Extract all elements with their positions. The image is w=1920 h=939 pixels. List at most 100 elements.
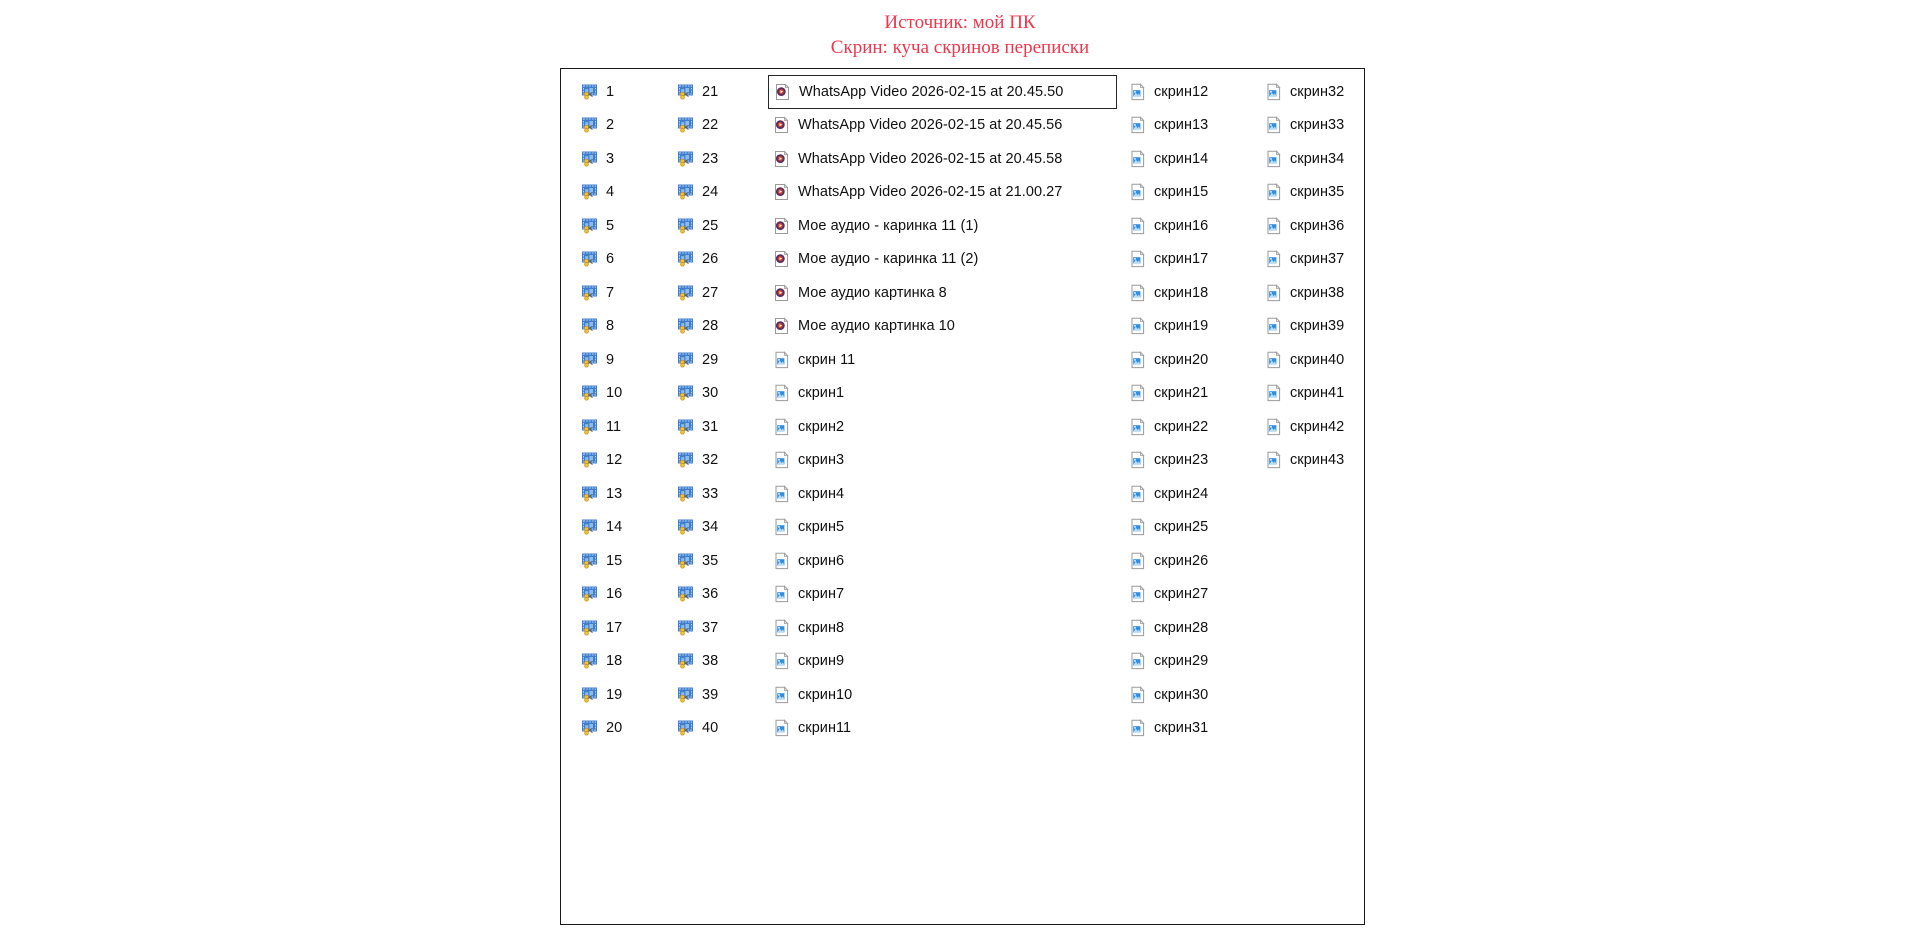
file-item[interactable]: скрин11 — [771, 712, 1117, 746]
file-item-label: скрин9 — [798, 653, 845, 670]
file-item[interactable]: 12 — [579, 444, 675, 478]
file-item[interactable]: 6 — [579, 243, 675, 277]
file-item[interactable]: скрин24 — [1127, 477, 1263, 511]
file-item[interactable]: скрин30 — [1127, 678, 1263, 712]
file-item[interactable]: скрин31 — [1127, 712, 1263, 746]
file-item[interactable]: 13 — [579, 477, 675, 511]
file-item-label: 9 — [606, 351, 615, 368]
file-item[interactable]: 2 — [579, 109, 675, 143]
file-item[interactable]: 31 — [675, 410, 771, 444]
file-item[interactable]: 4 — [579, 176, 675, 210]
file-item[interactable]: скрин9 — [771, 645, 1117, 679]
file-item[interactable]: 20 — [579, 712, 675, 746]
file-item[interactable]: 25 — [675, 209, 771, 243]
file-item[interactable]: скрин 11 — [771, 343, 1117, 377]
file-item[interactable]: скрин5 — [771, 511, 1117, 545]
file-item[interactable]: скрин32 — [1263, 75, 1399, 109]
file-item[interactable]: 1 — [579, 75, 675, 109]
file-item[interactable]: скрин10 — [771, 678, 1117, 712]
file-item-label: 37 — [702, 619, 719, 636]
file-item[interactable]: 36 — [675, 578, 771, 612]
file-item[interactable]: 28 — [675, 310, 771, 344]
file-item[interactable]: 18 — [579, 645, 675, 679]
file-item[interactable]: скрин28 — [1127, 611, 1263, 645]
file-item[interactable]: 7 — [579, 276, 675, 310]
file-item[interactable]: 34 — [675, 511, 771, 545]
file-item[interactable]: скрин13 — [1127, 109, 1263, 143]
file-item[interactable]: скрин4 — [771, 477, 1117, 511]
file-item[interactable]: скрин27 — [1127, 578, 1263, 612]
file-item[interactable]: 8 — [579, 310, 675, 344]
file-item[interactable]: 32 — [675, 444, 771, 478]
file-item[interactable]: скрин38 — [1263, 276, 1399, 310]
file-item[interactable]: скрин26 — [1127, 544, 1263, 578]
file-item[interactable]: скрин21 — [1127, 377, 1263, 411]
file-item[interactable]: 30 — [675, 377, 771, 411]
file-item[interactable]: 19 — [579, 678, 675, 712]
file-item[interactable]: 23 — [675, 142, 771, 176]
file-item[interactable]: скрин18 — [1127, 276, 1263, 310]
file-item[interactable]: 9 — [579, 343, 675, 377]
file-item[interactable]: 38 — [675, 645, 771, 679]
file-item[interactable]: скрин12 — [1127, 75, 1263, 109]
file-item[interactable]: 14 — [579, 511, 675, 545]
file-item[interactable]: Мое аудио картинка 8 — [771, 276, 1117, 310]
file-item[interactable]: скрин34 — [1263, 142, 1399, 176]
file-item[interactable]: скрин6 — [771, 544, 1117, 578]
file-item[interactable]: WhatsApp Video 2026-02-15 at 20.45.56 — [771, 109, 1117, 143]
file-item[interactable]: скрин20 — [1127, 343, 1263, 377]
file-item[interactable]: скрин1 — [771, 377, 1117, 411]
image-file-icon — [1129, 484, 1147, 503]
file-item[interactable]: 17 — [579, 611, 675, 645]
file-item[interactable]: 37 — [675, 611, 771, 645]
file-item[interactable]: WhatsApp Video 2026-02-15 at 21.00.27 — [771, 176, 1117, 210]
file-item[interactable]: скрин25 — [1127, 511, 1263, 545]
file-item[interactable]: 3 — [579, 142, 675, 176]
file-item[interactable]: Мое аудио картинка 10 — [771, 310, 1117, 344]
file-item[interactable]: WhatsApp Video 2026-02-15 at 20.45.58 — [771, 142, 1117, 176]
file-item[interactable]: 10 — [579, 377, 675, 411]
file-item[interactable]: скрин41 — [1263, 377, 1399, 411]
file-item[interactable]: скрин37 — [1263, 243, 1399, 277]
file-item[interactable]: 27 — [675, 276, 771, 310]
file-item[interactable]: скрин17 — [1127, 243, 1263, 277]
file-item[interactable]: скрин29 — [1127, 645, 1263, 679]
file-item[interactable]: скрин22 — [1127, 410, 1263, 444]
file-item[interactable]: 5 — [579, 209, 675, 243]
file-item[interactable]: 11 — [579, 410, 675, 444]
file-item[interactable]: скрин7 — [771, 578, 1117, 612]
file-item-label: 34 — [702, 519, 719, 536]
file-item[interactable]: 22 — [675, 109, 771, 143]
file-item[interactable]: скрин42 — [1263, 410, 1399, 444]
file-item[interactable]: Мое аудио - каринка 11 (2) — [771, 243, 1117, 277]
file-item[interactable]: 29 — [675, 343, 771, 377]
file-item[interactable]: 21 — [675, 75, 771, 109]
file-item-label: 23 — [702, 150, 719, 167]
file-item[interactable]: 39 — [675, 678, 771, 712]
file-item[interactable]: 16 — [579, 578, 675, 612]
file-item[interactable]: 35 — [675, 544, 771, 578]
file-item[interactable]: скрин36 — [1263, 209, 1399, 243]
file-item[interactable]: 15 — [579, 544, 675, 578]
file-item[interactable]: 24 — [675, 176, 771, 210]
file-item[interactable]: скрин39 — [1263, 310, 1399, 344]
file-item[interactable]: 26 — [675, 243, 771, 277]
file-item[interactable]: 40 — [675, 712, 771, 746]
media-video-file-icon — [773, 250, 791, 268]
file-item[interactable]: скрин33 — [1263, 109, 1399, 143]
file-item[interactable]: скрин19 — [1127, 310, 1263, 344]
file-item[interactable]: скрин14 — [1127, 142, 1263, 176]
file-item[interactable]: скрин3 — [771, 444, 1117, 478]
file-item[interactable]: скрин16 — [1127, 209, 1263, 243]
file-item[interactable]: скрин23 — [1127, 444, 1263, 478]
file-item[interactable]: скрин43 — [1263, 444, 1399, 478]
file-item[interactable]: скрин2 — [771, 410, 1117, 444]
file-item[interactable]: скрин35 — [1263, 176, 1399, 210]
file-item[interactable]: скрин40 — [1263, 343, 1399, 377]
file-item[interactable]: скрин15 — [1127, 176, 1263, 210]
file-item[interactable]: скрин8 — [771, 611, 1117, 645]
file-item[interactable]: 33 — [675, 477, 771, 511]
file-item-selected[interactable]: WhatsApp Video 2026-02-15 at 20.45.50 — [768, 75, 1117, 109]
file-item[interactable]: Мое аудио - каринка 11 (1) — [771, 209, 1117, 243]
file-list-pane[interactable]: 1 2 3 4 5 6 7 8 9 10 11 12 13 14 15 16 17 18 19 20 21 22 23 24 2… — [560, 68, 1365, 925]
